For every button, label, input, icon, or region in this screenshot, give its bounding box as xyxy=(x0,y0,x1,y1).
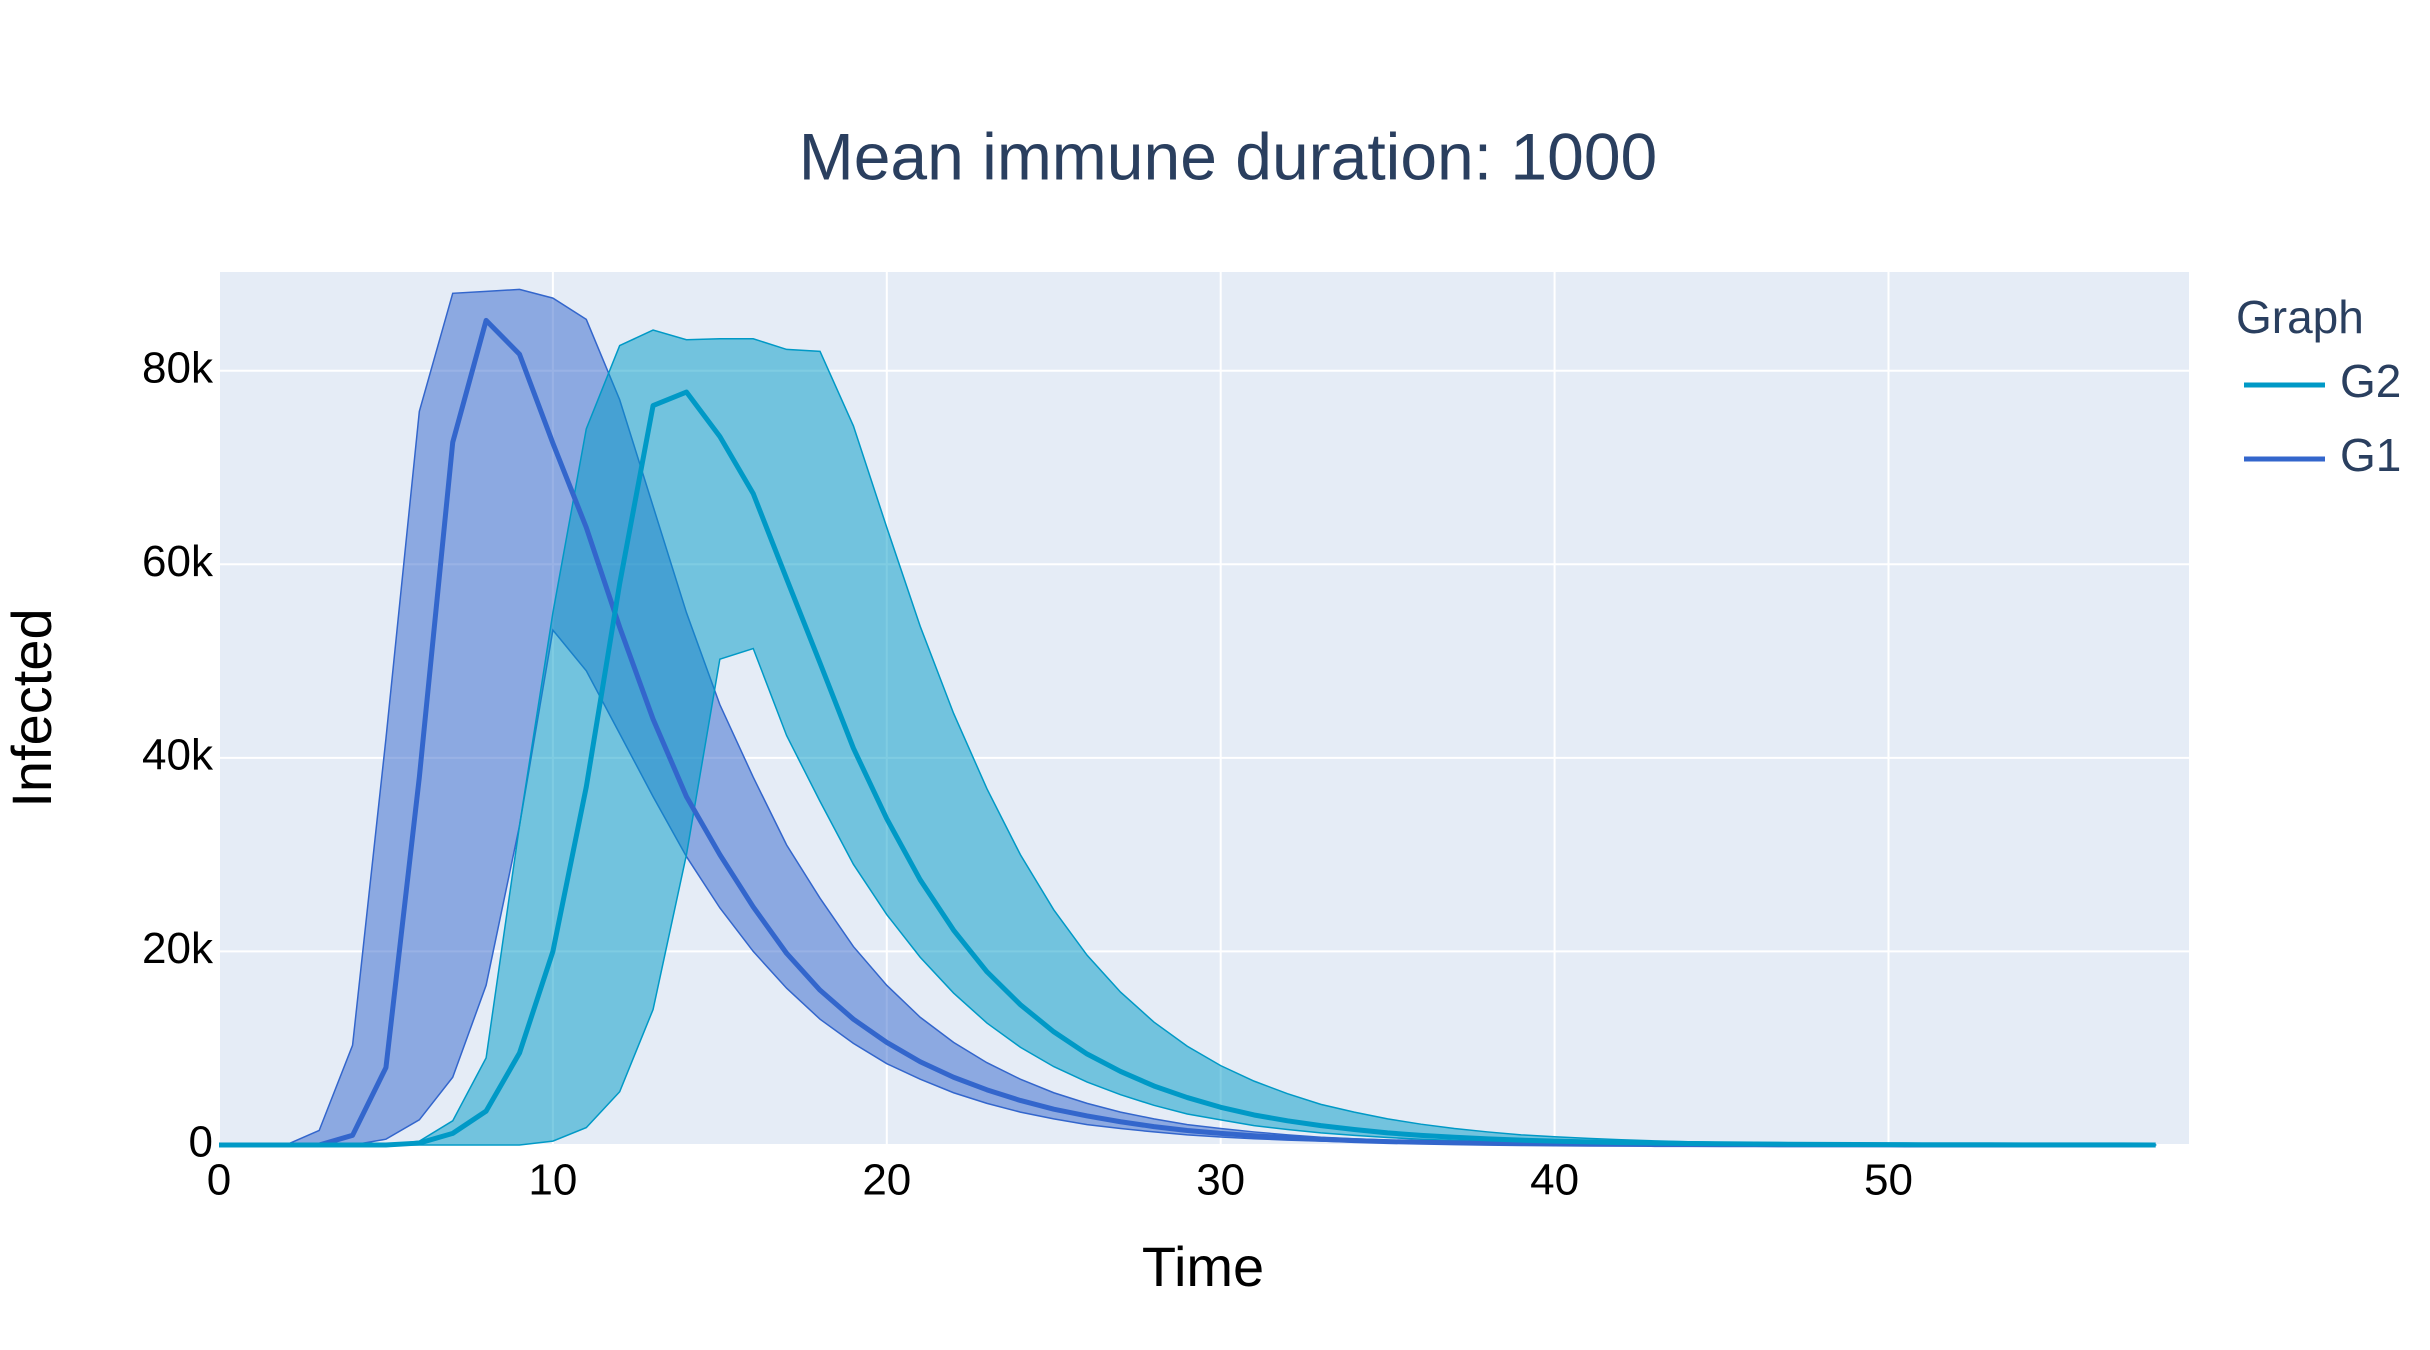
x-tick-label: 20 xyxy=(862,1156,911,1205)
y-tick-label: 40k xyxy=(142,730,214,779)
x-tick-label: 50 xyxy=(1864,1156,1913,1205)
legend-title: Graph xyxy=(2236,291,2364,343)
x-tick-label: 40 xyxy=(1530,1156,1579,1205)
x-axis-title: Time xyxy=(1142,1235,1264,1298)
y-axis-title: Infected xyxy=(0,608,63,807)
x-tick-label: 30 xyxy=(1196,1156,1245,1205)
line xyxy=(219,389,2156,1148)
y-tick-label: 60k xyxy=(142,537,214,586)
x-tick-label: 10 xyxy=(528,1156,577,1205)
legend-label: G2 xyxy=(2340,355,2401,407)
y-tick-label: 80k xyxy=(142,343,214,392)
chart-title: Mean immune duration: 1000 xyxy=(799,119,1658,193)
y-tick-label: 20k xyxy=(142,924,214,973)
legend-label: G1 xyxy=(2340,429,2401,481)
y-tick-label: 0 xyxy=(189,1118,213,1167)
x-tick-label: 0 xyxy=(207,1156,231,1205)
